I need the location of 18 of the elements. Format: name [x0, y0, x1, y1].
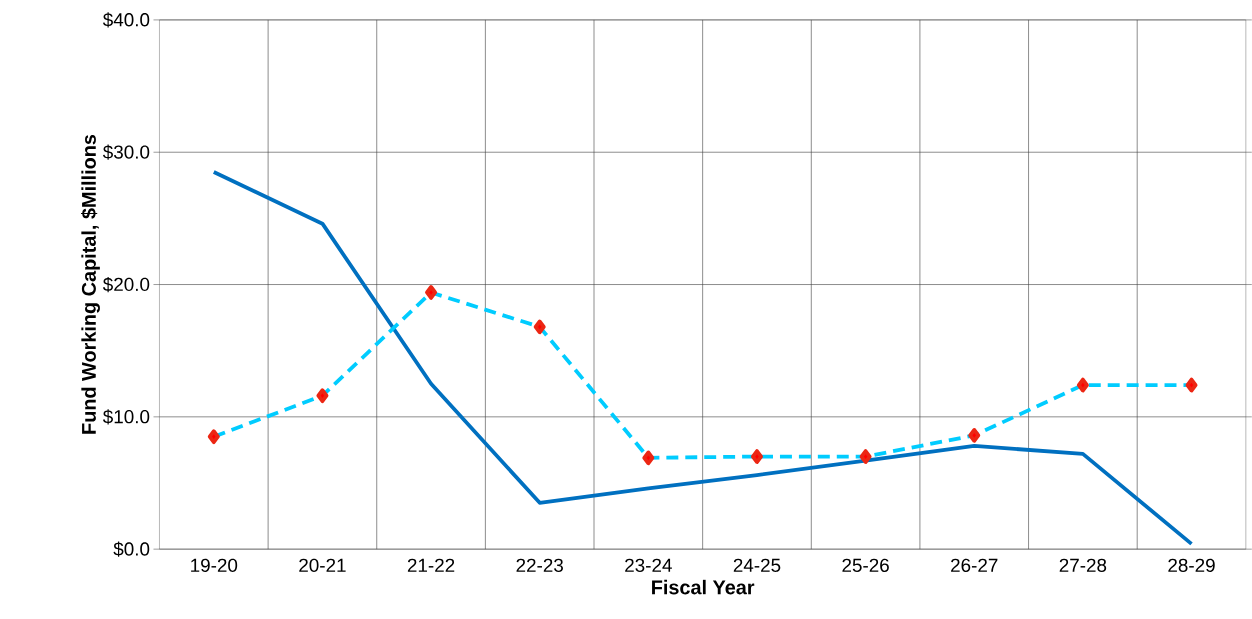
x-tick-label: 19-20 — [191, 558, 238, 573]
y-tick-label: $10.0 — [102, 409, 150, 425]
y-tick-label: $0.0 — [113, 541, 150, 557]
x-tick-label: 26-27 — [951, 558, 998, 573]
y-tick-label: $30.0 — [102, 144, 150, 160]
x-tick-label: 24-25 — [733, 558, 781, 573]
x-tick-label: 25-26 — [842, 558, 889, 573]
x-tick-label: 23-24 — [625, 558, 672, 573]
x-tick-label: 27-28 — [1059, 558, 1107, 573]
y-axis-title: Fund Working Capital, $Millions — [81, 134, 100, 434]
x-tick-label: 20-21 — [299, 558, 346, 573]
line-series — [211, 170, 1194, 546]
y-tick-label: $40.0 — [102, 12, 150, 28]
x-tick-label: 21-22 — [407, 558, 455, 572]
x-axis-title: Fiscal Year — [652, 579, 755, 595]
x-tick-label: 28-29 — [1168, 558, 1215, 573]
y-tick-label: $20.0 — [102, 276, 150, 293]
x-tick-label: 22-23 — [516, 558, 563, 573]
